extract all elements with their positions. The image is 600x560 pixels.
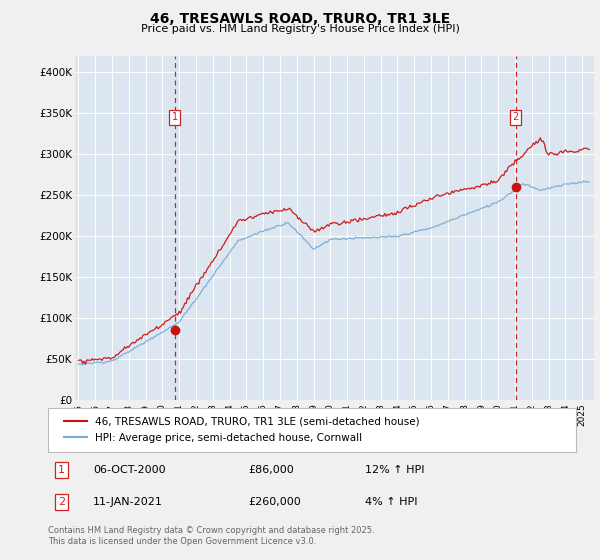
- Text: 1: 1: [172, 113, 178, 123]
- Text: 2: 2: [512, 113, 518, 123]
- Text: Price paid vs. HM Land Registry's House Price Index (HPI): Price paid vs. HM Land Registry's House …: [140, 24, 460, 34]
- Text: 2: 2: [58, 497, 65, 507]
- Text: Contains HM Land Registry data © Crown copyright and database right 2025.
This d: Contains HM Land Registry data © Crown c…: [48, 526, 374, 546]
- Text: 11-JAN-2021: 11-JAN-2021: [93, 497, 163, 507]
- Text: 46, TRESAWLS ROAD, TRURO, TR1 3LE: 46, TRESAWLS ROAD, TRURO, TR1 3LE: [150, 12, 450, 26]
- Text: 12% ↑ HPI: 12% ↑ HPI: [365, 465, 424, 475]
- Text: 06-OCT-2000: 06-OCT-2000: [93, 465, 166, 475]
- Text: 1: 1: [58, 465, 65, 475]
- Text: 4% ↑ HPI: 4% ↑ HPI: [365, 497, 418, 507]
- Text: £260,000: £260,000: [248, 497, 301, 507]
- Legend: 46, TRESAWLS ROAD, TRURO, TR1 3LE (semi-detached house), HPI: Average price, sem: 46, TRESAWLS ROAD, TRURO, TR1 3LE (semi-…: [58, 412, 425, 449]
- Text: £86,000: £86,000: [248, 465, 295, 475]
